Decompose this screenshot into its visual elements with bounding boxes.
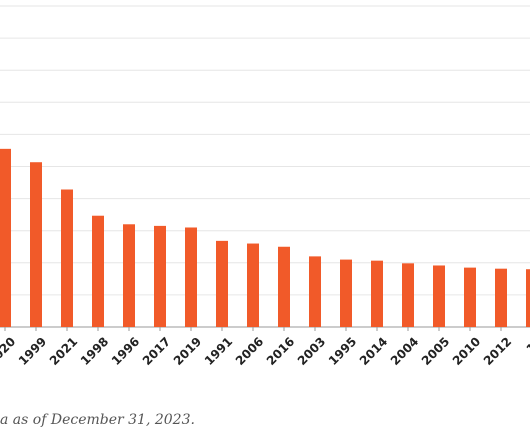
x-tick-label: 1996 bbox=[109, 334, 143, 368]
x-tick-label: 2010 bbox=[450, 334, 484, 368]
x-tick-label: 2016 bbox=[264, 334, 298, 368]
x-tick-label: 2012 bbox=[481, 334, 515, 368]
x-tick-label: 2004 bbox=[388, 334, 422, 368]
x-tick-label: 2019 bbox=[171, 334, 205, 368]
bar-2021 bbox=[61, 189, 73, 327]
x-tick-label: 2014 bbox=[357, 334, 391, 368]
x-tick-label: 2006 bbox=[233, 334, 267, 368]
bar-1991 bbox=[216, 240, 228, 327]
x-tick-label: 2020 bbox=[0, 334, 18, 368]
chart-svg: 2020199920211998199620172019199120062016… bbox=[0, 5, 530, 368]
x-tick-label: 2003 bbox=[295, 334, 329, 368]
x-tick-label: 2017 bbox=[140, 334, 174, 368]
bar-19 bbox=[526, 269, 530, 327]
bar-2012 bbox=[495, 268, 507, 327]
x-tick-label: 1995 bbox=[326, 334, 360, 368]
bar-2004 bbox=[402, 263, 414, 327]
bar-1998 bbox=[92, 215, 104, 327]
x-tick-label: 1998 bbox=[78, 334, 112, 368]
bar-2019 bbox=[185, 227, 197, 327]
x-tick-label: 2005 bbox=[419, 334, 453, 368]
x-tick-label: 1991 bbox=[202, 334, 236, 368]
bar-2003 bbox=[309, 256, 321, 327]
bar-2010 bbox=[464, 267, 476, 327]
bar-2017 bbox=[154, 225, 166, 327]
bar-2016 bbox=[278, 246, 290, 327]
x-tick-label: 19 bbox=[524, 334, 530, 356]
bar-2006 bbox=[247, 243, 259, 327]
bar-1995 bbox=[340, 259, 352, 327]
bar-1999 bbox=[30, 162, 42, 327]
bar-2005 bbox=[433, 265, 445, 327]
bar-2020 bbox=[0, 148, 11, 327]
bar-1996 bbox=[123, 224, 135, 327]
bar-2014 bbox=[371, 260, 383, 327]
x-tick-label: 2021 bbox=[47, 334, 81, 368]
chart-footnote: a as of December 31, 2023. bbox=[0, 412, 195, 428]
x-tick-label: 1999 bbox=[16, 334, 50, 368]
